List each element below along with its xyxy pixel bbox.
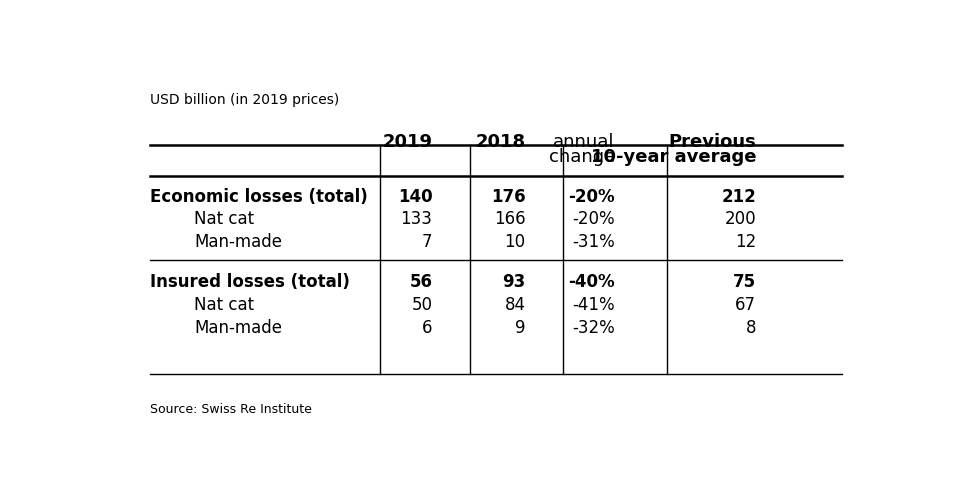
Text: Man-made: Man-made [194,233,282,251]
Text: -41%: -41% [572,296,614,314]
Text: USD billion (in 2019 prices): USD billion (in 2019 prices) [150,93,339,107]
Text: 10-year average: 10-year average [590,148,756,166]
Text: -31%: -31% [572,233,614,251]
Text: 75: 75 [733,273,756,292]
Text: Previous: Previous [668,133,756,151]
Text: 50: 50 [412,296,432,314]
Text: 56: 56 [410,273,432,292]
Text: -20%: -20% [568,188,614,205]
Text: 133: 133 [400,210,432,229]
Text: -32%: -32% [572,319,614,337]
Text: Economic losses (total): Economic losses (total) [150,188,368,205]
Text: Nat cat: Nat cat [194,296,254,314]
Text: 200: 200 [725,210,756,229]
Text: Man-made: Man-made [194,319,282,337]
Text: 8: 8 [746,319,756,337]
Text: 2019: 2019 [382,133,432,151]
Text: -40%: -40% [568,273,614,292]
Text: -20%: -20% [572,210,614,229]
Text: annual: annual [553,133,614,151]
Text: 166: 166 [493,210,525,229]
Text: 67: 67 [735,296,756,314]
Text: 212: 212 [721,188,756,205]
Text: 6: 6 [422,319,432,337]
Text: 7: 7 [422,233,432,251]
Text: 12: 12 [734,233,756,251]
Text: Insured losses (total): Insured losses (total) [150,273,349,292]
Text: Source: Swiss Re Institute: Source: Swiss Re Institute [150,403,312,416]
Text: Nat cat: Nat cat [194,210,254,229]
Text: 93: 93 [502,273,525,292]
Text: 9: 9 [515,319,525,337]
Text: 2018: 2018 [475,133,525,151]
Text: 10: 10 [504,233,525,251]
Text: 84: 84 [505,296,525,314]
Text: 176: 176 [491,188,525,205]
Text: change: change [548,148,614,166]
Text: 140: 140 [397,188,432,205]
